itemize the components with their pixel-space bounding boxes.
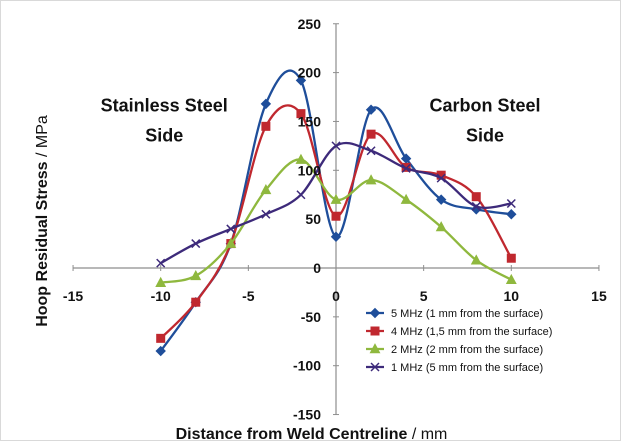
x-tick-label-1: -15 bbox=[63, 288, 83, 304]
series-4-point-10 bbox=[471, 201, 481, 211]
series-4-point-5-stroke-b bbox=[296, 190, 306, 200]
legend-item-1: 5 MHz (1 mm from the surface) bbox=[366, 307, 543, 320]
series-2-point-1 bbox=[156, 333, 166, 343]
x-tick-label-6: 10 bbox=[504, 288, 520, 304]
y-axis-title: Hoop Residual Stress / MPa bbox=[34, 115, 51, 327]
series-4-point-7-stroke-b bbox=[366, 146, 376, 156]
series-4-point-8 bbox=[401, 163, 411, 173]
legend-layer: 5 MHz (1 mm from the surface) 4 MHz (1,5 … bbox=[366, 307, 552, 374]
series-1-point-1 bbox=[155, 345, 166, 357]
x-tick-label-2: -10 bbox=[151, 288, 171, 304]
series-4-point-5 bbox=[296, 190, 306, 200]
y-axis-title-rest: / MPa bbox=[34, 115, 51, 161]
legend-item-3: 2 MHz (2 mm from the surface) bbox=[366, 343, 543, 356]
series-4-point-1-stroke-b bbox=[156, 258, 166, 268]
x-axis-title-bold: Distance from Weld Centreline bbox=[176, 426, 408, 442]
text-layer: -15 -10 -5 0 5 10 15-150-100-50050100150200250… bbox=[34, 16, 607, 442]
series-1-point-4 bbox=[260, 98, 272, 110]
y-tick-label-5: 50 bbox=[305, 211, 321, 227]
series-1-point-7 bbox=[365, 104, 377, 115]
series-3-point-9 bbox=[435, 221, 447, 232]
series-4-point-1000-stroke-b bbox=[370, 362, 380, 372]
y-tick-label-4: 0 bbox=[313, 260, 321, 276]
series-3-point-1 bbox=[155, 276, 167, 287]
series-1-point-6 bbox=[330, 231, 342, 242]
series-3-point-5 bbox=[295, 153, 307, 164]
x-axis-title-rest: / mm bbox=[407, 426, 447, 442]
legend-label-1: 5 MHz (1 mm from the surface) bbox=[391, 308, 543, 320]
legend-label-4: 1 MHz (5 mm from the surface) bbox=[391, 362, 543, 374]
series-1-point-1000 bbox=[369, 307, 381, 319]
series-3-point-4 bbox=[260, 183, 272, 195]
annotation-2-line-1: Carbon Steel bbox=[429, 96, 540, 116]
annotation-1-line-1: Stainless Steel bbox=[101, 96, 228, 116]
annotation-2-line-2: Side bbox=[466, 126, 504, 146]
series-2-point-1000 bbox=[370, 326, 380, 336]
y-tick-label-7: 150 bbox=[298, 113, 322, 129]
series-4-point-11 bbox=[506, 198, 516, 209]
series-3-point-7 bbox=[365, 174, 377, 185]
annotation-1-line-2: Side bbox=[145, 126, 183, 146]
series-3 bbox=[155, 153, 517, 287]
series-4-point-6-stroke-b bbox=[331, 141, 341, 151]
series-3-point-3 bbox=[225, 237, 237, 248]
x-axis-title: Distance from Weld Centreline / mm bbox=[176, 426, 448, 442]
series-2-point-5 bbox=[296, 109, 306, 119]
series-4-point-10-stroke-b bbox=[471, 201, 481, 211]
y-axis-title-bold: Hoop Residual Stress bbox=[34, 161, 51, 326]
series-4 bbox=[156, 141, 516, 268]
y-tick-label-1: -150 bbox=[293, 407, 321, 423]
series-1-point-11 bbox=[506, 209, 517, 220]
series-3-point-1000 bbox=[369, 343, 381, 354]
series-4-point-9-stroke-b bbox=[436, 173, 446, 183]
legend-label-2: 4 MHz (1,5 mm from the surface) bbox=[391, 326, 552, 338]
series-2-point-7 bbox=[366, 129, 376, 139]
series-4-point-1000 bbox=[370, 362, 380, 372]
series-1-point-9 bbox=[435, 194, 447, 205]
x-tick-label-4: 0 bbox=[332, 288, 340, 304]
series-4-point-4 bbox=[261, 209, 271, 219]
series-3-point-2 bbox=[190, 269, 202, 281]
legend-item-4: 1 MHz (5 mm from the surface) bbox=[366, 362, 543, 374]
series-2-point-4 bbox=[261, 121, 271, 131]
y-tick-label-6: 100 bbox=[298, 162, 322, 178]
series-4-point-4-stroke-b bbox=[261, 209, 271, 219]
series-2-point-6 bbox=[331, 211, 341, 221]
series-4-point-3 bbox=[226, 224, 236, 234]
series-3-point-10 bbox=[470, 254, 482, 265]
series-2-point-11 bbox=[506, 253, 516, 263]
y-tick-label-2: -100 bbox=[293, 358, 321, 374]
series-4-point-2 bbox=[191, 239, 201, 249]
series-4-point-6 bbox=[331, 141, 341, 151]
y-tick-label-9: 250 bbox=[298, 16, 322, 32]
series-4-point-3-stroke-b bbox=[226, 224, 236, 234]
x-tick-label-5: 5 bbox=[420, 288, 428, 304]
legend-label-3: 2 MHz (2 mm from the surface) bbox=[391, 344, 543, 356]
series-3-point-6 bbox=[330, 193, 342, 204]
x-tick-label-3: -5 bbox=[242, 288, 255, 304]
series-1-point-5 bbox=[295, 75, 307, 86]
series-4-point-1 bbox=[156, 258, 166, 268]
series-2-point-2 bbox=[191, 297, 201, 307]
legend-item-2: 4 MHz (1,5 mm from the surface) bbox=[366, 326, 552, 338]
series-4-point-2-stroke-b bbox=[191, 239, 201, 249]
series-4-point-7 bbox=[366, 146, 376, 156]
y-tick-label-8: 200 bbox=[298, 65, 322, 81]
series-3-point-8 bbox=[400, 193, 412, 204]
series-4-point-9 bbox=[436, 173, 446, 183]
series-layer bbox=[155, 69, 517, 357]
series-4-point-11-stroke-b bbox=[506, 198, 516, 209]
series-4-point-8-stroke-b bbox=[401, 163, 411, 173]
series-3-point-11 bbox=[505, 273, 517, 285]
x-tick-label-7: 15 bbox=[591, 288, 607, 304]
y-tick-label-3: -50 bbox=[301, 309, 321, 325]
series-2-point-10 bbox=[471, 192, 481, 202]
